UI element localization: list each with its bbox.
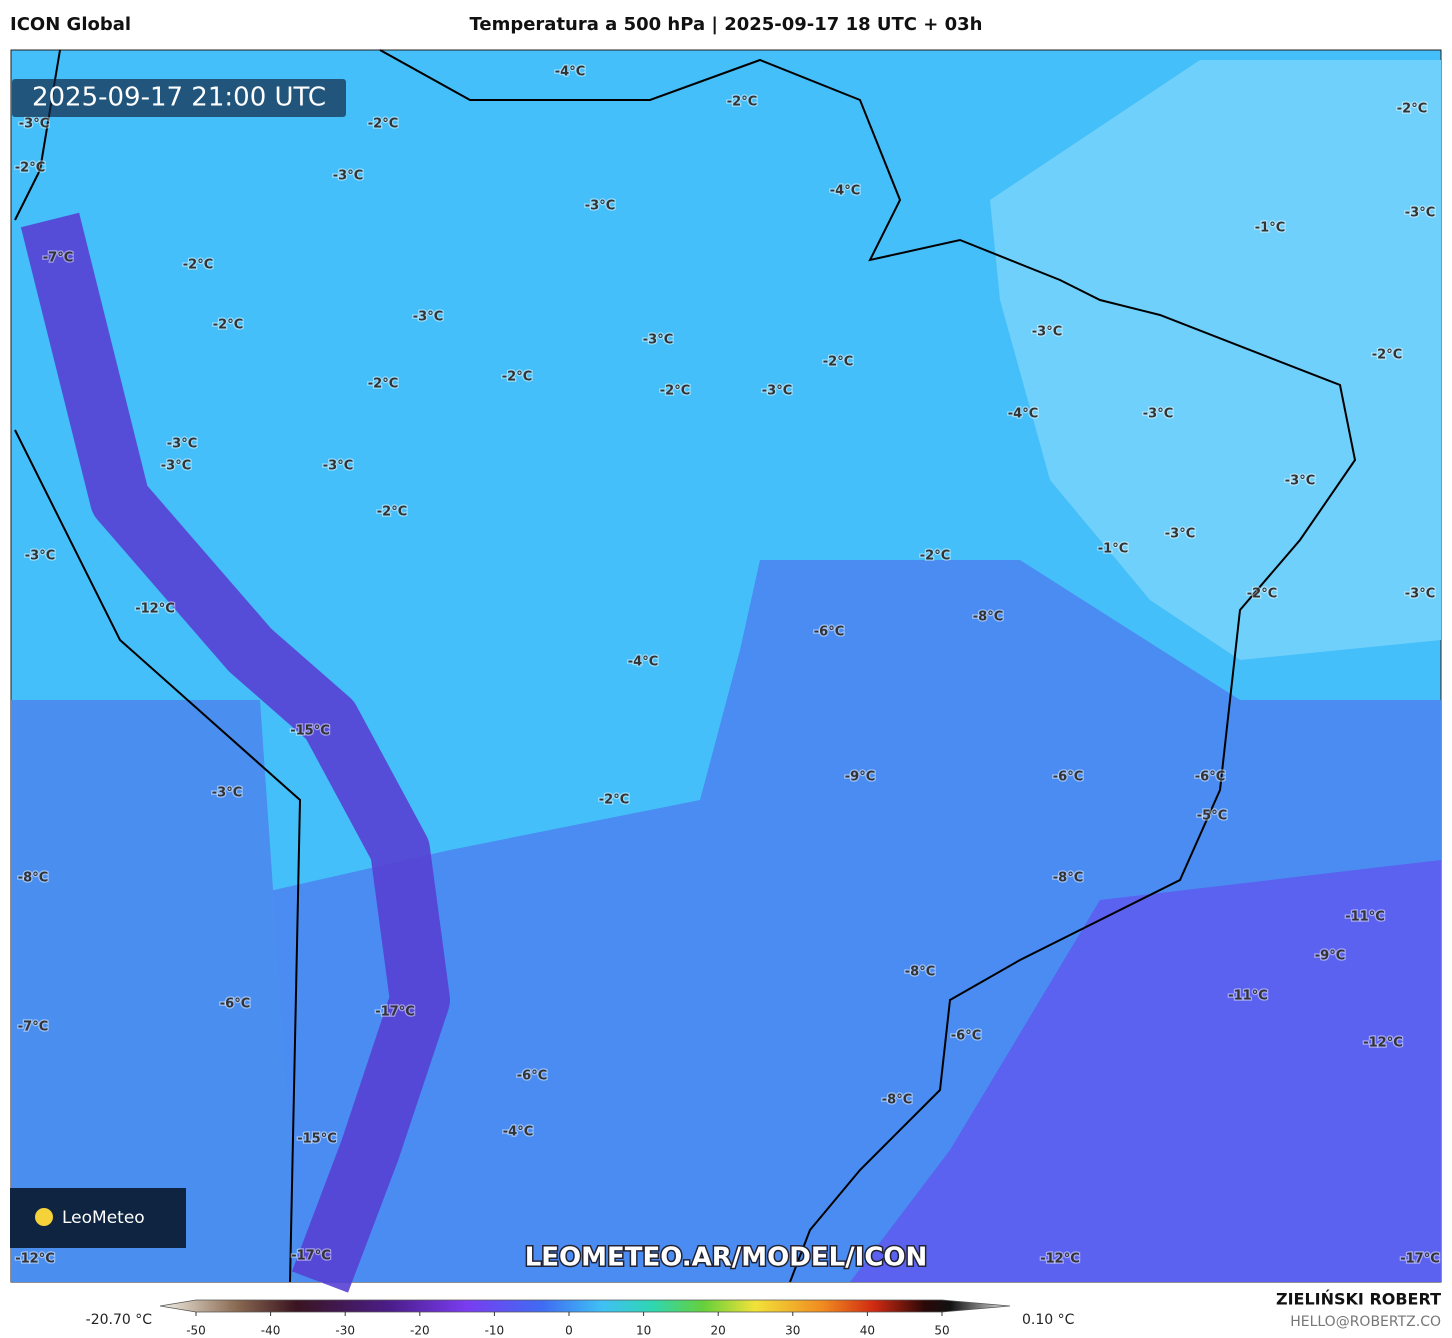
temperature-label: -2°C (377, 505, 407, 520)
colorbar-tick-label: 20 (711, 1324, 726, 1338)
temperature-label: -8°C (18, 871, 48, 886)
temperature-label: -9°C (845, 770, 875, 785)
logo: LeoMeteo (62, 1208, 145, 1228)
colorbar-tick-label: 30 (785, 1324, 800, 1338)
temperature-label: -12°C (15, 1252, 55, 1267)
temperature-label: -2°C (1372, 348, 1402, 363)
temperature-label: -9°C (1315, 949, 1345, 964)
email: HELLO@ROBERTZ.CO (1290, 1314, 1441, 1330)
temperature-label: -3°C (1405, 206, 1435, 221)
temperature-label: -2°C (1247, 587, 1277, 602)
temperature-label: -2°C (727, 95, 757, 110)
temperature-label: -6°C (220, 997, 250, 1012)
temperature-label: -2°C (368, 377, 398, 392)
temperature-label: -6°C (814, 625, 844, 640)
temperature-label: -3°C (323, 459, 353, 474)
temperature-label: -2°C (599, 793, 629, 808)
temperature-label: -3°C (585, 199, 615, 214)
temperature-label: -12°C (135, 602, 175, 617)
colorbar-tick-label: -30 (335, 1324, 355, 1338)
temperature-label: -6°C (517, 1069, 547, 1084)
temperature-label: -3°C (212, 786, 242, 801)
temperature-label: -7°C (18, 1020, 48, 1035)
temperature-label: -17°C (1400, 1252, 1440, 1267)
temperature-label: -2°C (660, 384, 690, 399)
colorbar-max: 0.10 °C (1022, 1312, 1075, 1328)
temperature-label: -3°C (167, 437, 197, 452)
author: ZIELIŃSKI ROBERT (1276, 1290, 1441, 1309)
temperature-label: -3°C (25, 549, 55, 564)
temperature-label: -3°C (19, 117, 49, 132)
colorbar-tick-label: -20 (410, 1324, 430, 1338)
colorbar-min: -20.70 °C (86, 1312, 153, 1328)
temperature-label: -2°C (15, 161, 45, 176)
temperature-label: -3°C (1285, 474, 1315, 489)
cold-core (20, 212, 450, 1293)
chart-title: Temperatura a 500 hPa | 2025-09-17 18 UT… (469, 14, 982, 35)
temperature-label: -11°C (1228, 989, 1268, 1004)
temperature-label: -2°C (183, 258, 213, 273)
temperature-label: -3°C (333, 169, 363, 184)
colorbar-tick-label: -40 (261, 1324, 281, 1338)
temperature-label: -3°C (643, 333, 673, 348)
logo-sun (35, 1208, 53, 1226)
temperature-label: -3°C (413, 310, 443, 325)
temperature-label: -15°C (297, 1132, 337, 1147)
temperature-label: -4°C (555, 65, 585, 80)
temperature-label: -12°C (1040, 1252, 1080, 1267)
temperature-label: -17°C (291, 1249, 331, 1264)
colorbar-tick-label: 0 (565, 1324, 573, 1338)
temperature-label: -4°C (628, 655, 658, 670)
colorbar-tick-label: 10 (636, 1324, 651, 1338)
watermark: LEOMETEO.AR/MODEL/ICON (525, 1243, 928, 1273)
colorbar-tick-label: 50 (934, 1324, 949, 1338)
temperature-label: -1°C (1098, 542, 1128, 557)
temperature-label: -8°C (905, 965, 935, 980)
colorbar (159, 1299, 1011, 1313)
temperature-label: -8°C (973, 610, 1003, 625)
temperature-label: -3°C (161, 459, 191, 474)
temperature-label: -6°C (1195, 770, 1225, 785)
temperature-label: -1°C (1255, 221, 1285, 236)
time-box (12, 79, 346, 117)
colorbar-tick-label: -50 (186, 1324, 206, 1338)
warm-region (990, 60, 1441, 660)
temperature-label: -3°C (1143, 407, 1173, 422)
temperature-label: -5°C (1197, 809, 1227, 824)
temperature-label: -3°C (1032, 325, 1062, 340)
temperature-label: -2°C (920, 549, 950, 564)
temperature-label: -4°C (503, 1125, 533, 1140)
temperature-label: -6°C (951, 1029, 981, 1044)
cold-region (850, 860, 1441, 1282)
temperature-label: -3°C (762, 384, 792, 399)
temperature-label: -15°C (290, 724, 330, 739)
temperature-label: -4°C (830, 184, 860, 199)
temperature-label: -2°C (1397, 102, 1427, 117)
temperature-label: -2°C (213, 318, 243, 333)
temperature-label: -11°C (1345, 910, 1385, 925)
model-name: ICON Global (10, 14, 131, 35)
colorbar-tick-label: -10 (485, 1324, 505, 1338)
temperature-label: -2°C (368, 117, 398, 132)
temperature-label: -6°C (1053, 770, 1083, 785)
temperature-label: -12°C (1363, 1036, 1403, 1051)
colorbar-tick-label: 40 (860, 1324, 875, 1338)
temperature-label: -4°C (1008, 407, 1038, 422)
temperature-label: -17°C (375, 1005, 415, 1020)
valid-time: 2025-09-17 21:00 UTC (32, 83, 326, 113)
temperature-label: -8°C (882, 1093, 912, 1108)
temperature-label: -8°C (1053, 871, 1083, 886)
temperature-label: -3°C (1405, 587, 1435, 602)
map (10, 49, 1442, 1293)
temperature-label: -7°C (43, 251, 73, 266)
temperature-label: -2°C (823, 355, 853, 370)
temperature-label: -2°C (502, 370, 532, 385)
cool-region (11, 700, 300, 1282)
temperature-label: -3°C (1165, 527, 1195, 542)
